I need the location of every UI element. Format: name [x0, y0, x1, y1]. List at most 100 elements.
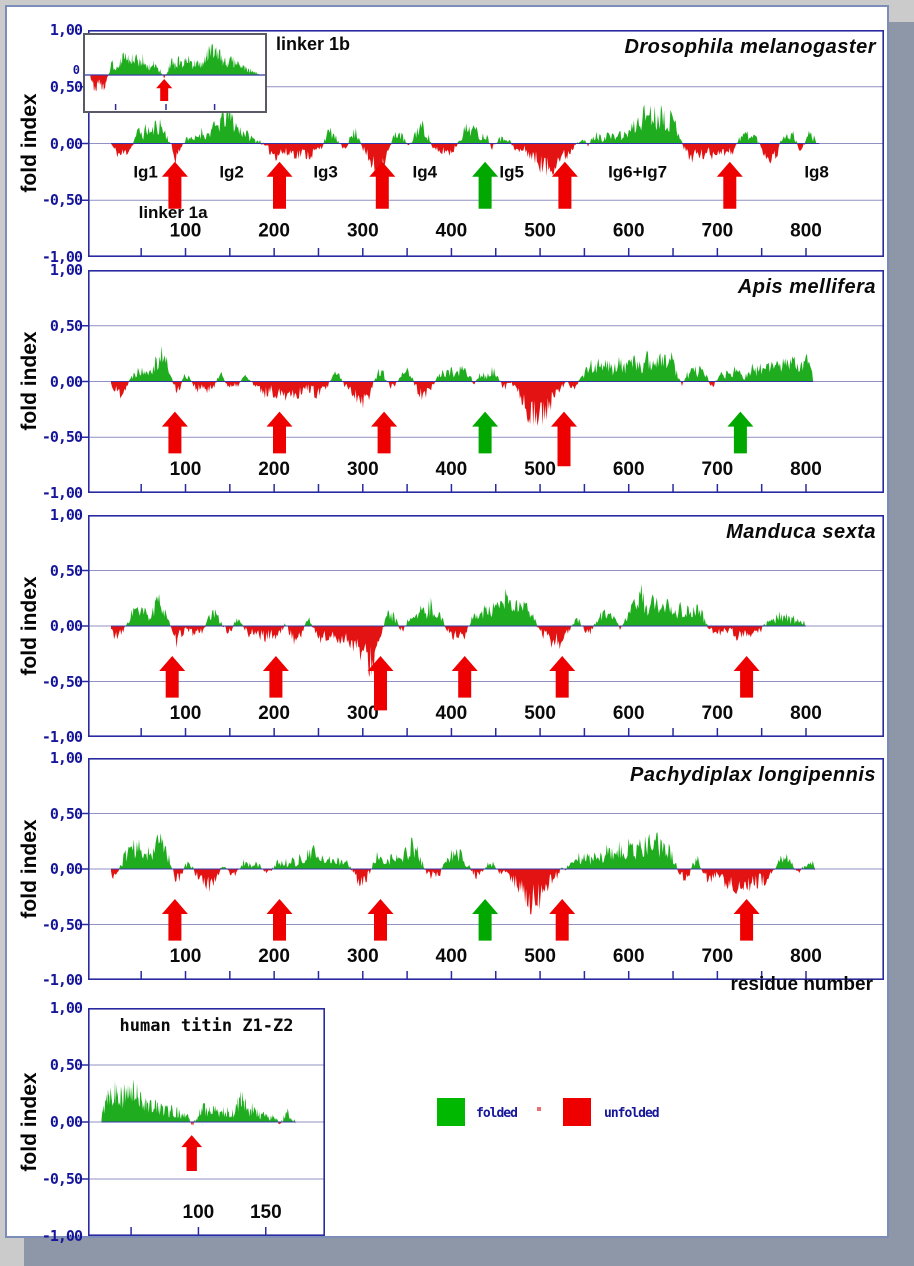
x-tick-label: 700	[702, 221, 734, 242]
unfolded-area	[111, 626, 806, 678]
arrow-marker-red	[733, 899, 760, 941]
x-tick-label: 700	[702, 459, 734, 480]
manduca-plot-canvas: 100 200 300 400 500 600 700 800	[82, 515, 885, 737]
linker-1b-inset-canvas	[85, 43, 265, 110]
y-tick-label: -1,00	[41, 1227, 83, 1245]
domain-label: Ig1	[133, 163, 158, 182]
y-tick-label: -1,00	[41, 728, 83, 746]
panel-manduca-sexta: 100 200 300 400 500 600 700 800 Manduca sexta 1…	[42, 506, 885, 746]
arrow-marker-green	[472, 161, 499, 209]
x-tick-label: 500	[524, 946, 556, 967]
folded-area	[90, 43, 260, 75]
x-tick-label: 500	[524, 459, 556, 480]
x-tick-label: 300	[347, 221, 379, 242]
y-tick-label: -1,00	[41, 484, 83, 502]
arrow-marker-red	[551, 411, 577, 467]
panel-title-titin: human titin Z1-Z2	[119, 1016, 294, 1036]
plot-frame	[88, 758, 885, 980]
folded-area	[101, 1079, 296, 1122]
domain-label: Ig8	[804, 163, 829, 182]
y-tick-label: 0,50	[49, 316, 83, 335]
x-tick-label: 200	[258, 459, 290, 480]
y-tick-label: 1,00	[49, 999, 83, 1017]
pachydiplax-plot-canvas: 100 200 300 400 500 600 700 800	[82, 758, 885, 980]
titin-plot-canvas: 100 150	[82, 1008, 325, 1236]
legend-label-folded: folded	[476, 1106, 518, 1121]
y-tick-label: 0,50	[49, 1056, 83, 1074]
x-tick-label: 200	[258, 221, 290, 242]
linker-1b-label: linker 1b	[276, 34, 351, 54]
y-tick-label: 1,00	[49, 261, 83, 279]
panel-human-titin: 100 150 human titin Z1-Z2 1,00 0,50 0,00 -0,…	[42, 999, 325, 1245]
unfolded-area	[101, 1122, 296, 1126]
y-tick-label: -0,50	[41, 672, 83, 691]
y-tick-label: -0,50	[41, 915, 83, 934]
arrow-marker-red	[716, 161, 743, 209]
arrow-marker-green	[472, 899, 499, 941]
unfolded-area	[90, 75, 260, 92]
arrow-marker-red	[451, 656, 478, 698]
domain-label: linker 1a	[139, 203, 209, 222]
panel-pachydiplax-longipennis: 100 200 300 400 500 600 700 800 Pachydiplax lon…	[42, 749, 885, 989]
arrow-marker-red	[161, 161, 188, 209]
x-tick-label: 200	[258, 703, 290, 724]
x-tick-label: 100	[170, 946, 202, 967]
y-tick-label: -0,50	[41, 191, 83, 210]
linker-1b-inset	[83, 33, 267, 113]
drosophila-plot-canvas: 100 200 300 400 500 600 700 800 Ig1 Ig2 Ig3 Ig4 Ig5 I…	[82, 30, 885, 257]
y-tick-label: 1,00	[49, 749, 83, 767]
y-tick-label: -0,50	[41, 428, 83, 447]
arrow-marker-red	[159, 656, 186, 698]
plot-frame	[88, 1008, 325, 1236]
x-tick-label: 600	[613, 221, 645, 242]
x-tick-label: 300	[347, 459, 379, 480]
slide-shadow-bottom	[24, 1238, 889, 1266]
x-tick-label: 700	[702, 946, 734, 967]
y-tick-label: 0,00	[49, 860, 83, 878]
y-tick-label: 0,00	[49, 372, 83, 391]
x-tick-label: 800	[790, 946, 822, 967]
x-tick-label: 100	[170, 459, 202, 480]
arrow-marker-red	[367, 656, 394, 711]
domain-label: Ig5	[499, 163, 524, 182]
arrow-marker-red	[266, 161, 293, 209]
arrow-marker-red	[266, 411, 293, 454]
x-tick-label: 600	[613, 703, 645, 724]
legend-swatch-folded	[437, 1098, 465, 1126]
y-tick-label: 0,00	[49, 1113, 83, 1131]
unfolded-area	[111, 381, 814, 427]
domain-label: Ig3	[313, 163, 338, 182]
x-tick-label: 200	[258, 946, 290, 967]
x-tick-label: 500	[524, 221, 556, 242]
x-tick-label: 800	[790, 703, 822, 724]
x-tick-label: 600	[613, 459, 645, 480]
x-tick-label: 500	[524, 703, 556, 724]
stray-red-mark	[537, 1107, 541, 1111]
x-tick-label: 800	[790, 459, 822, 480]
arrow-marker-green	[727, 411, 754, 454]
legend: folded unfolded	[437, 1098, 737, 1128]
arrow-marker-red	[371, 411, 398, 454]
domain-label: Ig2	[219, 163, 244, 182]
folded-area	[111, 832, 815, 869]
panel-title-manduca: Manduca sexta	[726, 521, 876, 543]
panel-title-pachydiplax: Pachydiplax longipennis	[630, 764, 876, 786]
x-tick-label: 400	[436, 703, 468, 724]
folded-area	[111, 583, 806, 626]
arrow-marker-red	[181, 1135, 203, 1171]
slide-shadow-right	[889, 22, 914, 1266]
panel-title-drosophila: Drosophila melanogaster	[624, 36, 876, 58]
arrow-marker-red	[549, 899, 576, 941]
plot-frame	[88, 515, 885, 737]
panel-drosophila-melanogaster: 100 200 300 400 500 600 700 800 Ig1 Ig2 Ig3 Ig4 Ig5 I…	[42, 21, 885, 266]
y-tick-label: -0,50	[41, 1170, 83, 1188]
arrow-marker-red	[161, 899, 188, 941]
x-tick-label: 100	[170, 703, 202, 724]
domain-label: Ig4	[413, 163, 438, 182]
x-tick-label: 100	[183, 1202, 215, 1223]
plot-frame	[88, 30, 885, 257]
x-tick-label: 700	[702, 703, 734, 724]
y-tick-label: 1,00	[49, 21, 83, 39]
x-tick-label: 400	[436, 946, 468, 967]
